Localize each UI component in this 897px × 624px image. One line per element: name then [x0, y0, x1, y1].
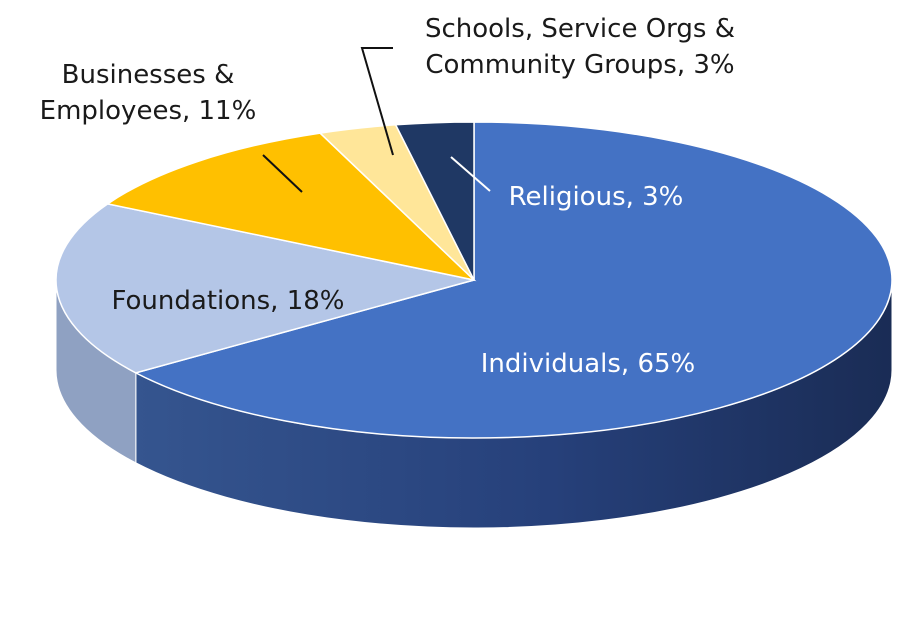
slice-businesses-employees — [105, 132, 477, 282]
slice-foundations — [55, 203, 475, 374]
label-line: Community Groups, 3% — [425, 50, 734, 80]
label-individuals: Individuals, 65% — [481, 349, 696, 379]
label-line: Individuals, 65% — [481, 349, 696, 379]
label-foundations: Foundations, 18% — [112, 286, 345, 316]
label-religious: Religious, 3% — [509, 182, 684, 212]
slice-labels: Individuals, 65% Foundations, 18% Business… — [40, 14, 735, 379]
label-line: Religious, 3% — [509, 182, 684, 212]
leader-line-religious — [450, 156, 491, 192]
label-line: Businesses & — [62, 60, 235, 90]
leader-lines — [262, 47, 491, 193]
leader-line-businesses-employees — [262, 154, 303, 193]
label-line: Foundations, 18% — [112, 286, 345, 316]
label-businesses-employees: Businesses & Employees, 11% — [40, 60, 257, 126]
slice-religious — [394, 121, 475, 281]
leader-line-schools — [360, 47, 394, 156]
pie-tops — [55, 121, 893, 439]
label-schools: Schools, Service Orgs & Community Groups,… — [425, 14, 735, 80]
slice-individuals — [133, 121, 893, 439]
label-line: Employees, 11% — [40, 96, 257, 126]
label-line: Schools, Service Orgs & — [425, 14, 735, 44]
